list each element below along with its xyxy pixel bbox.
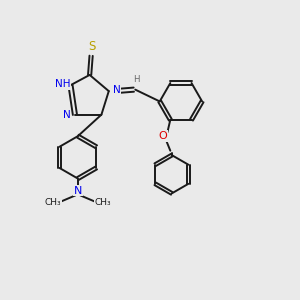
- Text: NH: NH: [55, 79, 70, 89]
- Text: N: N: [112, 85, 120, 95]
- Text: CH₃: CH₃: [94, 198, 111, 207]
- Text: O: O: [159, 131, 167, 141]
- Text: N: N: [63, 110, 70, 120]
- Text: S: S: [88, 40, 95, 53]
- Text: N: N: [74, 186, 82, 196]
- Text: H: H: [134, 75, 140, 84]
- Text: CH₃: CH₃: [45, 198, 61, 207]
